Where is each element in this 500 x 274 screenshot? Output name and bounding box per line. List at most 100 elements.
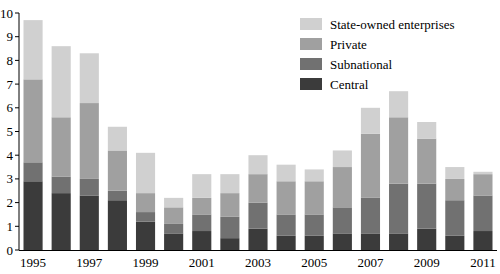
bar-segment [80, 195, 99, 250]
y-tick-label: 2 [7, 195, 14, 210]
legend: State-owned enterprises Private Subnationa… [300, 17, 455, 92]
y-tick [15, 131, 19, 132]
bar-segment [192, 174, 211, 198]
bar-segment [220, 217, 239, 238]
bar-segment [389, 184, 408, 234]
bar-segment [80, 53, 99, 103]
y-tick [15, 250, 19, 251]
bar-segment [277, 236, 296, 250]
bar-segment [333, 150, 352, 167]
bar-segment [361, 134, 380, 198]
legend-swatch [300, 58, 322, 70]
y-tick-label: 9 [7, 29, 14, 44]
bar-segment [277, 165, 296, 182]
bar-segment [417, 139, 436, 184]
y-tick [15, 36, 19, 37]
y-tick [15, 13, 19, 14]
bar-segment [305, 236, 324, 250]
x-tick-label: 2001 [189, 255, 215, 270]
bar-segment [333, 207, 352, 233]
bar-segment [248, 203, 267, 229]
bar-segment [52, 193, 71, 250]
legend-label: Private [330, 37, 367, 52]
legend-swatch [300, 18, 322, 30]
x-tick-label: 2009 [414, 255, 440, 270]
bar-segment [220, 238, 239, 250]
bar-segment [164, 233, 183, 250]
chart: 0123456789101995199719992001200320052007… [0, 0, 500, 274]
x-tick-label: 2011 [470, 255, 496, 270]
y-tick [15, 60, 19, 61]
bar-segment [23, 79, 42, 162]
y-tick [15, 155, 19, 156]
bar-segment [361, 233, 380, 250]
y-tick-label: 7 [7, 77, 14, 92]
bar-segment [220, 174, 239, 193]
bar-segment [248, 174, 267, 202]
bar-segment [417, 122, 436, 139]
bar-segment [164, 198, 183, 207]
bar-segment [248, 155, 267, 174]
bar-segment [305, 169, 324, 181]
bar-segment [23, 181, 42, 250]
bar-segment [52, 177, 71, 194]
bar-segment [277, 181, 296, 214]
bar-segment [108, 150, 127, 190]
bar-segment [23, 20, 42, 79]
bar-segment [445, 236, 464, 250]
y-tick [15, 107, 19, 108]
bar-segment [248, 229, 267, 250]
x-tick-label: 2003 [245, 255, 271, 270]
bar-segment [277, 214, 296, 235]
bar-segment [473, 195, 492, 231]
bar-segment [108, 191, 127, 200]
legend-label: Subnational [330, 57, 392, 72]
bar-segment [333, 233, 352, 250]
y-tick-label: 1 [7, 219, 14, 234]
bar-segment [136, 193, 155, 212]
y-tick [15, 202, 19, 203]
bar-segment [108, 127, 127, 151]
x-axis-line [19, 250, 497, 251]
legend-label: State-owned enterprises [330, 17, 455, 32]
bar-segment [80, 179, 99, 196]
legend-label: Central [330, 77, 369, 92]
bar-segment [473, 172, 492, 174]
bar-segment [305, 214, 324, 235]
bar-segment [192, 198, 211, 215]
bar-segment [220, 193, 239, 217]
bar-segment [136, 212, 155, 221]
x-tick-label: 2007 [357, 255, 384, 270]
y-tick-label: 10 [0, 6, 13, 21]
bar-segment [361, 198, 380, 234]
y-tick-label: 6 [7, 100, 14, 115]
legend-swatch [300, 78, 322, 90]
bar-segment [23, 162, 42, 181]
y-tick [15, 226, 19, 227]
x-tick-label: 1997 [76, 255, 103, 270]
y-tick-label: 8 [7, 53, 14, 68]
bar-segment [445, 200, 464, 236]
bar-segment [445, 167, 464, 179]
bar-segment [417, 184, 436, 229]
bar-segment [164, 207, 183, 224]
y-tick-label: 3 [7, 171, 14, 186]
bar-segment [361, 108, 380, 134]
bar-segment [80, 103, 99, 179]
x-tick-label: 1995 [20, 255, 46, 270]
bar-segment [389, 91, 408, 117]
legend-swatch [300, 38, 322, 50]
bar-segment [52, 117, 71, 176]
bar-segment [192, 231, 211, 250]
bar-segment [389, 117, 408, 183]
bar-segment [108, 200, 127, 250]
bar-segment [164, 224, 183, 233]
y-tick-label: 0 [7, 243, 14, 258]
bar-segment [52, 46, 71, 117]
x-tick-label: 1999 [133, 255, 159, 270]
bar-segment [473, 174, 492, 195]
x-tick-label: 2005 [301, 255, 327, 270]
bars [23, 20, 492, 250]
bar-segment [445, 179, 464, 200]
bar-segment [389, 233, 408, 250]
